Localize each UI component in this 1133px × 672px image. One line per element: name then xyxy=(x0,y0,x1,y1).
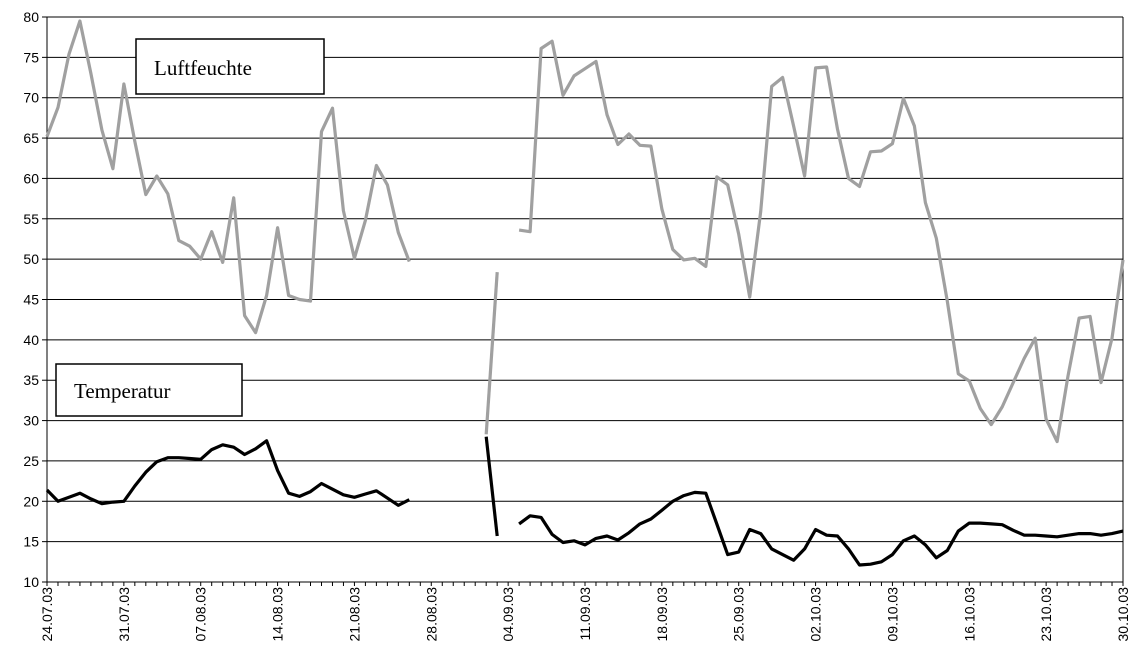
y-tick-label-75: 75 xyxy=(23,49,39,65)
y-tick-label-60: 60 xyxy=(23,170,39,186)
temperatur-series-segment-3 xyxy=(518,490,1124,567)
x-tick-label: 21.08.03 xyxy=(346,587,362,642)
y-tick-label-20: 20 xyxy=(23,493,39,509)
y-tick-label-65: 65 xyxy=(23,130,39,146)
x-tick-label: 18.09.03 xyxy=(654,587,670,642)
y-tick-label-30: 30 xyxy=(23,413,39,429)
luftfeuchte-series-segment-1 xyxy=(45,19,411,335)
x-tick-label: 25.09.03 xyxy=(731,587,747,642)
luftfeuchte-label: Luftfeuchte xyxy=(154,56,252,80)
y-tick-label-25: 25 xyxy=(23,453,39,469)
x-axis-ticks: 24.07.03 31.07.03 07.08.03 14.08.03 21.08.03… xyxy=(39,582,1131,642)
temperatur-series-segment-1 xyxy=(45,439,411,507)
luftfeuchte-label-frame xyxy=(135,38,325,95)
temperatur-label-box: Temperatur xyxy=(55,363,243,417)
luftfeuchte-label-box: Luftfeuchte xyxy=(135,38,325,95)
grid-lines xyxy=(47,16,1123,583)
y-tick-label-15: 15 xyxy=(23,534,39,550)
y-tick-label-10: 10 xyxy=(23,574,39,590)
x-tick-label: 02.10.03 xyxy=(808,587,824,642)
x-tick-label: 04.09.03 xyxy=(500,587,516,642)
x-tick-label: 16.10.03 xyxy=(961,587,977,642)
y-tick-label-55: 55 xyxy=(23,211,39,227)
y-tick-label-80: 80 xyxy=(23,9,39,25)
y-tick-label-45: 45 xyxy=(23,292,39,308)
x-tick-label: 14.08.03 xyxy=(270,587,286,642)
y-tick-label-35: 35 xyxy=(23,372,39,388)
y-axis-ticks: 10 15 20 25 30 35 40 45 50 55 60 65 70 75 80 xyxy=(23,9,47,590)
temperatur-label: Temperatur xyxy=(74,379,170,403)
y-tick-label-50: 50 xyxy=(23,251,39,267)
luftfeuchte-series-segment-2 xyxy=(484,271,499,435)
x-tick-label: 28.08.03 xyxy=(423,587,439,642)
temperatur-label-frame xyxy=(55,363,243,417)
x-tick-label: 11.09.03 xyxy=(577,587,593,641)
x-tick-label: 24.07.03 xyxy=(39,587,55,642)
x-tick-label: 23.10.03 xyxy=(1038,587,1054,642)
luftfeuchte-series-segment-3 xyxy=(518,39,1125,444)
y-tick-label-40: 40 xyxy=(23,332,39,348)
x-tick-label: 31.07.03 xyxy=(116,587,132,642)
x-tick-label: 30.10.03 xyxy=(1115,587,1131,642)
x-tick-label: 09.10.03 xyxy=(884,587,900,642)
series-lines xyxy=(45,19,1125,567)
x-tick-label: 07.08.03 xyxy=(193,587,209,642)
y-tick-label-70: 70 xyxy=(23,90,39,106)
temperatur-series-segment-2 xyxy=(484,436,499,537)
